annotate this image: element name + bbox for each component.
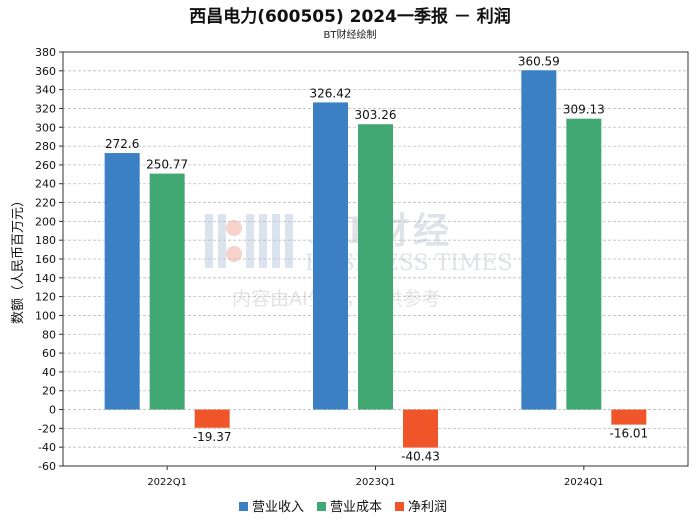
data-label: -16.01 bbox=[609, 427, 648, 441]
x-tick-label: 2023Q1 bbox=[356, 477, 396, 488]
data-label: 272.6 bbox=[105, 137, 139, 151]
bar bbox=[566, 118, 602, 410]
x-axis-ticks: 2022Q1 2023Q1 2024Q1 bbox=[147, 466, 604, 488]
bar bbox=[611, 409, 647, 425]
legend-item: 营业收入 bbox=[239, 500, 304, 515]
y-tick-label: -40 bbox=[38, 441, 56, 454]
bar bbox=[358, 124, 393, 410]
y-tick-label: 60 bbox=[42, 347, 56, 360]
y-tick-label: 180 bbox=[35, 234, 56, 247]
data-label: 250.77 bbox=[146, 158, 188, 172]
y-tick-label: -60 bbox=[38, 460, 56, 473]
data-label: 309.13 bbox=[563, 103, 605, 117]
data-label: 326.42 bbox=[310, 86, 352, 100]
legend-label: 净利润 bbox=[408, 500, 447, 515]
data-label: -40.43 bbox=[401, 450, 440, 464]
plot-frame bbox=[62, 51, 689, 467]
y-tick-label: 340 bbox=[35, 84, 56, 97]
x-tick-label: 2024Q1 bbox=[564, 477, 604, 488]
y-tick-label: 40 bbox=[42, 366, 56, 379]
data-label: -19.37 bbox=[193, 430, 232, 444]
y-tick-label: 200 bbox=[35, 215, 56, 228]
legend-label: 营业成本 bbox=[330, 500, 382, 515]
bar bbox=[403, 409, 438, 448]
y-tick-label: 220 bbox=[35, 197, 56, 210]
bars bbox=[104, 70, 647, 448]
legend-swatch bbox=[395, 502, 404, 511]
bar bbox=[149, 173, 185, 410]
bar bbox=[521, 70, 557, 410]
y-tick-label: 300 bbox=[35, 121, 56, 134]
legend-item: 净利润 bbox=[395, 500, 447, 515]
legend-swatch bbox=[317, 502, 326, 511]
y-tick-label: 260 bbox=[35, 159, 56, 172]
x-tick-label: 2022Q1 bbox=[147, 477, 187, 488]
legend: 营业收入 营业成本 净利润 bbox=[239, 500, 447, 515]
y-tick-label: 380 bbox=[35, 46, 56, 59]
data-label: 360.59 bbox=[518, 54, 560, 68]
data-label: 303.26 bbox=[355, 108, 397, 122]
legend-item: 营业成本 bbox=[317, 500, 382, 515]
y-tick-label: 140 bbox=[35, 272, 56, 285]
bar bbox=[194, 409, 230, 428]
y-tick-label: 100 bbox=[35, 309, 56, 322]
y-axis-label: 数额（人民币百万元） bbox=[11, 194, 26, 324]
legend-swatch bbox=[239, 502, 248, 511]
bar bbox=[313, 102, 348, 410]
y-axis-ticks: -60 -40 -20 0 20 40 60 80 100 120 140 160 180 200 220 2… bbox=[35, 46, 63, 473]
y-tick-label: 120 bbox=[35, 291, 56, 304]
y-tick-label: 160 bbox=[35, 253, 56, 266]
y-tick-label: 20 bbox=[42, 385, 56, 398]
watermark-logo-icon bbox=[205, 214, 293, 268]
y-tick-label: 360 bbox=[35, 65, 56, 78]
legend-label: 营业收入 bbox=[252, 500, 304, 515]
chart-title: 西昌电力(600505) 2024一季报 － 利润 bbox=[189, 6, 511, 27]
y-tick-label: 80 bbox=[42, 328, 56, 341]
y-tick-label: 280 bbox=[35, 140, 56, 153]
y-tick-label: 320 bbox=[35, 102, 56, 115]
y-tick-label: 240 bbox=[35, 178, 56, 191]
y-tick-label: -20 bbox=[38, 422, 56, 435]
bar bbox=[104, 153, 140, 410]
y-tick-label: 0 bbox=[49, 404, 56, 417]
chart-subtitle: BT财经绘制 bbox=[324, 28, 377, 41]
